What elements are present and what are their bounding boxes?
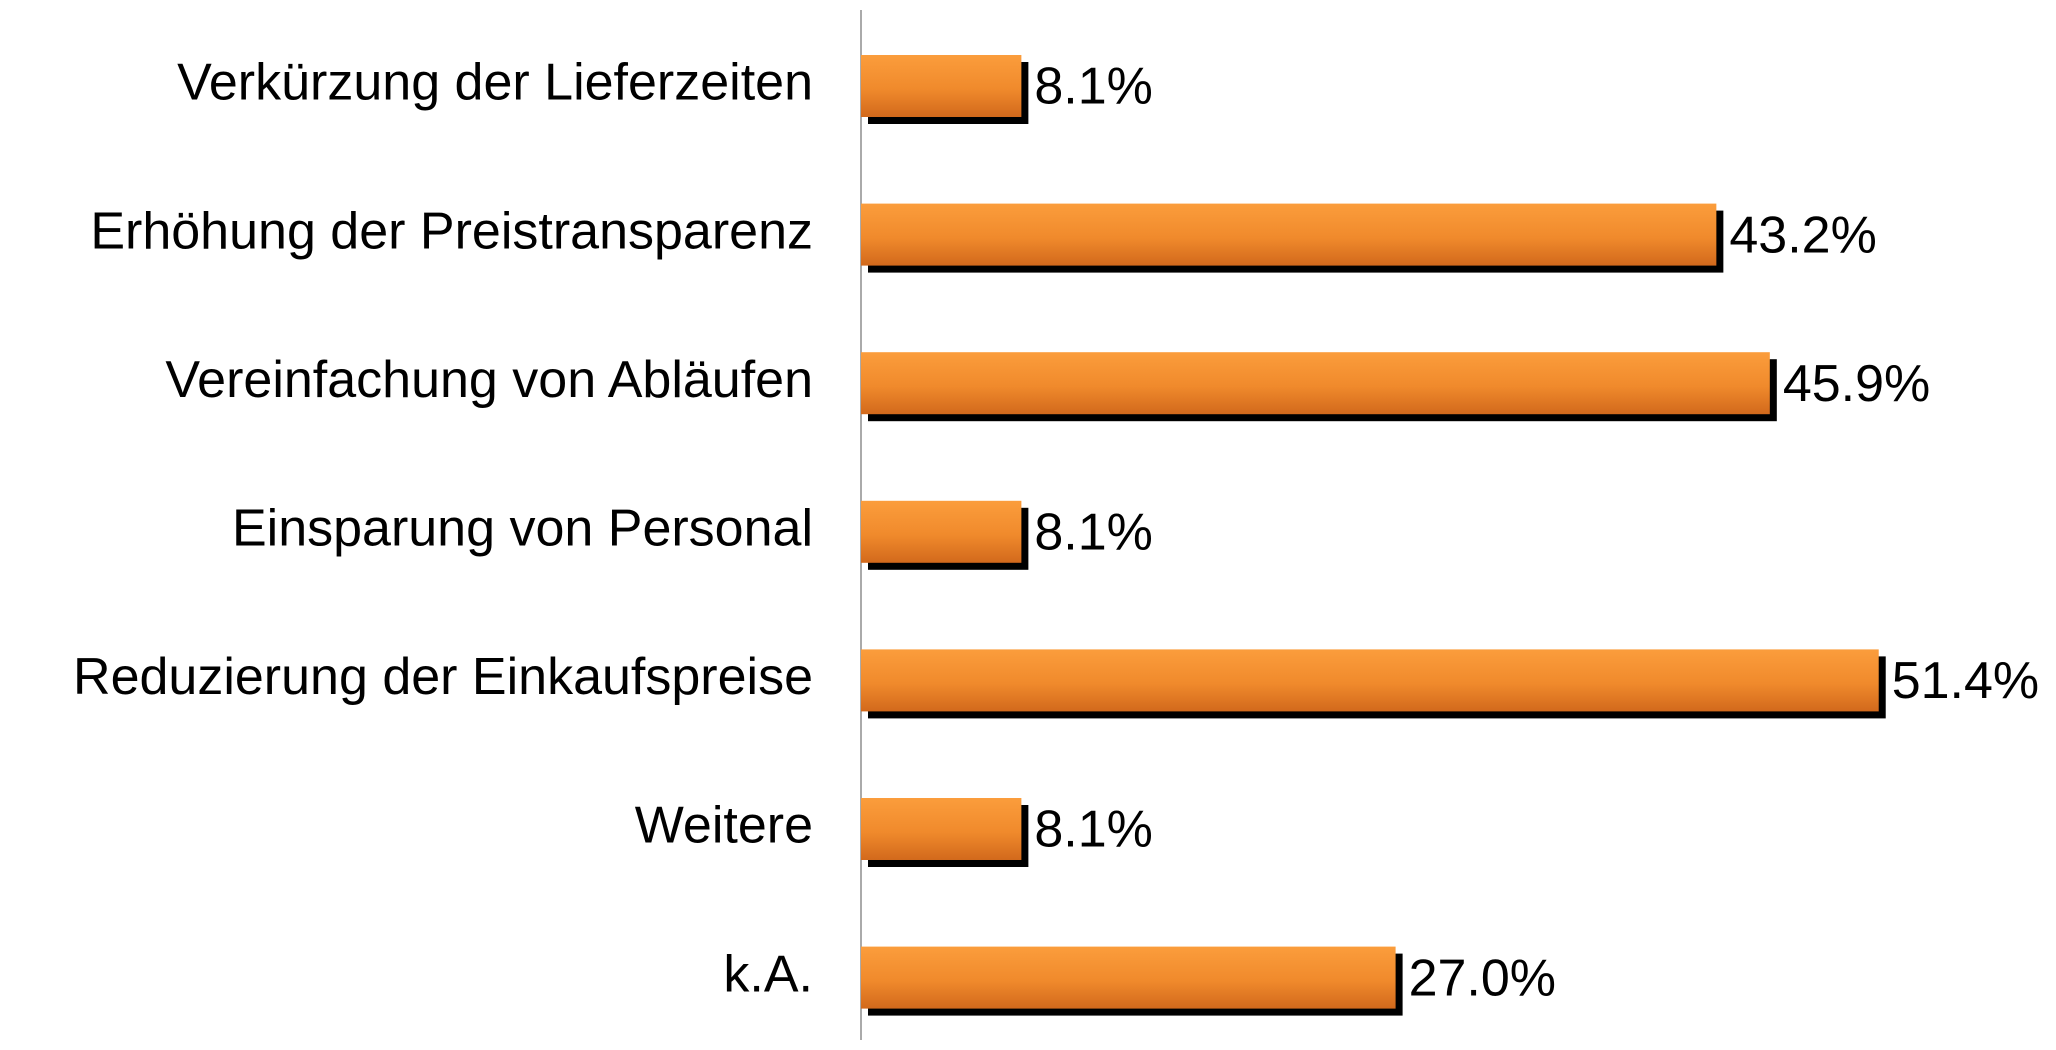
category-label: Erhöhung der Preistransparenz [90, 202, 813, 260]
category-label: k.A. [723, 945, 813, 1003]
value-label: 8.1% [1034, 504, 1153, 562]
category-label: Verkürzung der Lieferzeiten [177, 54, 813, 112]
category-label: Weitere [635, 797, 813, 855]
category-label: Einsparung von Personal [232, 500, 813, 558]
value-label: 8.1% [1034, 801, 1153, 859]
value-label: 27.0% [1409, 949, 1556, 1007]
bar [861, 500, 1022, 563]
bar [861, 203, 1717, 266]
bar [861, 55, 1022, 117]
bar [861, 649, 1879, 712]
value-label: 51.4% [1892, 652, 2039, 710]
bar [861, 352, 1770, 415]
value-label: 45.9% [1783, 355, 1930, 413]
bar [861, 798, 1022, 860]
value-label: 43.2% [1729, 206, 1876, 264]
category-label: Vereinfachung von Abläufen [165, 351, 813, 409]
value-label: 8.1% [1034, 58, 1153, 116]
bar [861, 946, 1396, 1009]
category-label: Reduzierung der Einkaufspreise [73, 648, 813, 706]
